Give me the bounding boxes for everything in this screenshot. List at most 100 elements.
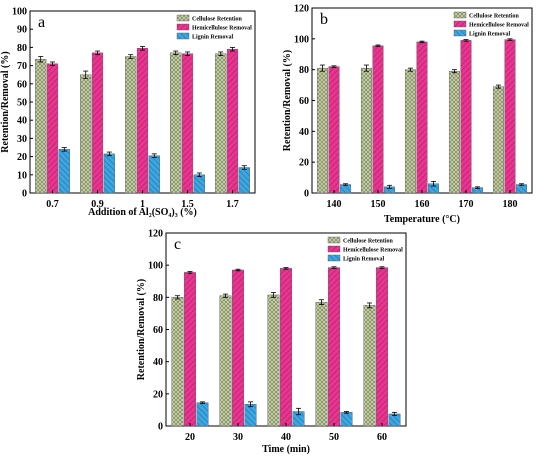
legend-item-hemicellulose: Hemicellulose Removal <box>327 245 403 254</box>
legend-swatch <box>327 245 341 253</box>
error-bar <box>248 401 254 408</box>
legend: Cellulose Retention Hemicellulose Removal… <box>176 14 252 41</box>
x-tick-label: 1.5 <box>181 199 194 210</box>
y-tick-label: 100 <box>12 7 27 18</box>
error-bar <box>200 401 206 404</box>
error-bar <box>106 151 112 157</box>
bar-lignin-20 <box>196 402 209 427</box>
y-tick-label: 0 <box>304 189 309 200</box>
legend-label: Hemicellulose Removal <box>469 23 529 29</box>
legend-item-lignin: Lignin Removal <box>327 254 385 263</box>
y-tick-label: 90 <box>17 25 27 36</box>
legend: Cellulose Retention Hemicellulose Removal… <box>453 11 529 38</box>
error-bar <box>495 84 501 89</box>
error-bar <box>50 61 55 66</box>
bar-hemicellulose-0.9 <box>91 52 104 194</box>
bar-cellulose-150 <box>360 67 372 194</box>
error-bar <box>431 181 437 187</box>
error-bar <box>331 65 337 68</box>
error-bar <box>151 153 157 158</box>
legend-swatch <box>453 11 467 19</box>
x-tick-label: 0.9 <box>91 199 104 210</box>
bar-cellulose-0.9 <box>80 74 92 194</box>
bar-hemicellulose-170 <box>460 40 472 194</box>
error-bar <box>173 50 179 56</box>
error-bar <box>83 70 89 79</box>
bar-hemicellulose-160 <box>416 41 428 194</box>
error-bar <box>185 51 190 56</box>
bar-hemicellulose-140 <box>328 66 340 194</box>
bar-lignin-0.9 <box>103 153 115 194</box>
x-tick-label: 40 <box>281 432 291 443</box>
y-tick-label: 20 <box>17 152 27 163</box>
legend-label: Cellulose Retention <box>192 17 242 23</box>
error-bar <box>241 165 247 170</box>
x-tick-label: 60 <box>377 432 387 443</box>
error-bar <box>128 54 134 59</box>
legend-label: Lignin Removal <box>469 32 511 38</box>
bar-hemicellulose-40 <box>280 268 292 427</box>
error-bar <box>363 64 369 72</box>
bar-hemicellulose-150 <box>372 45 384 194</box>
y-tick-label: 80 <box>153 293 163 304</box>
x-tick-label: 140 <box>327 199 342 210</box>
error-bar <box>38 56 44 63</box>
bar-hemicellulose-50 <box>328 267 340 427</box>
x-tick-label: 180 <box>503 199 518 210</box>
error-bar <box>218 51 224 56</box>
x-tick-label: 20 <box>185 432 195 443</box>
x-tick-label: 50 <box>329 432 339 443</box>
legend-swatch <box>176 32 190 40</box>
error-bar <box>419 40 425 44</box>
legend-swatch <box>453 29 467 37</box>
y-axis-title: Retention/Removal (%) <box>136 279 147 380</box>
y-tick-label: 80 <box>299 65 309 76</box>
x-tick-label: 1 <box>140 199 145 210</box>
bar-hemicellulose-1.5 <box>181 53 194 194</box>
error-bar <box>387 184 393 189</box>
y-tick-label: 20 <box>299 158 309 169</box>
panel-letter: a <box>38 14 45 31</box>
y-tick-label: 30 <box>17 134 27 145</box>
error-bar <box>95 50 100 56</box>
legend-label: Hemicellulose Removal <box>343 248 403 254</box>
y-axis-title: Retention/Removal (%) <box>282 50 293 151</box>
legend-label: Hemicellulose Removal <box>192 26 252 32</box>
y-tick-label: 60 <box>299 96 309 107</box>
y-tick-label: 70 <box>17 61 27 72</box>
error-bar <box>222 293 228 298</box>
y-tick-label: 0 <box>158 422 163 433</box>
bar-cellulose-50 <box>315 301 328 427</box>
legend-label: Cellulose Retention <box>469 14 519 20</box>
bar-lignin-30 <box>244 404 257 427</box>
bar-cellulose-40 <box>267 294 280 427</box>
error-bar <box>319 64 325 72</box>
bar-cellulose-0.7 <box>35 59 47 194</box>
legend-swatch <box>327 236 341 244</box>
bar-lignin-0.7 <box>58 149 70 194</box>
bar-cellulose-20 <box>171 297 184 427</box>
error-bar <box>318 299 324 305</box>
error-bar <box>343 183 349 186</box>
panel-letter: c <box>174 236 181 253</box>
y-tick-label: 60 <box>17 79 27 90</box>
error-bar <box>140 46 145 51</box>
error-bar <box>174 295 180 300</box>
legend-item-hemicellulose: Hemicellulose Removal <box>453 20 529 29</box>
bar-cellulose-180 <box>492 86 504 194</box>
x-tick-label: 150 <box>371 199 386 210</box>
chart-panel-b: 0 20 40 60 80 100 120 140 150 160 170 180 Temperatur… <box>282 4 533 225</box>
legend-swatch <box>176 23 190 31</box>
bar-hemicellulose-180 <box>504 39 516 194</box>
legend-swatch <box>327 254 341 262</box>
y-tick-label: 40 <box>17 116 27 127</box>
bar-cellulose-170 <box>448 71 460 194</box>
y-tick-label: 50 <box>17 98 27 109</box>
error-bar <box>379 266 385 269</box>
error-bar <box>296 407 302 416</box>
legend-item-cellulose: Cellulose Retention <box>176 14 242 23</box>
legend-item-lignin: Lignin Removal <box>453 29 511 38</box>
error-bar <box>475 186 481 189</box>
y-axis-title: Retention/Removal (%) <box>0 51 11 152</box>
x-tick-label: 160 <box>415 199 430 210</box>
